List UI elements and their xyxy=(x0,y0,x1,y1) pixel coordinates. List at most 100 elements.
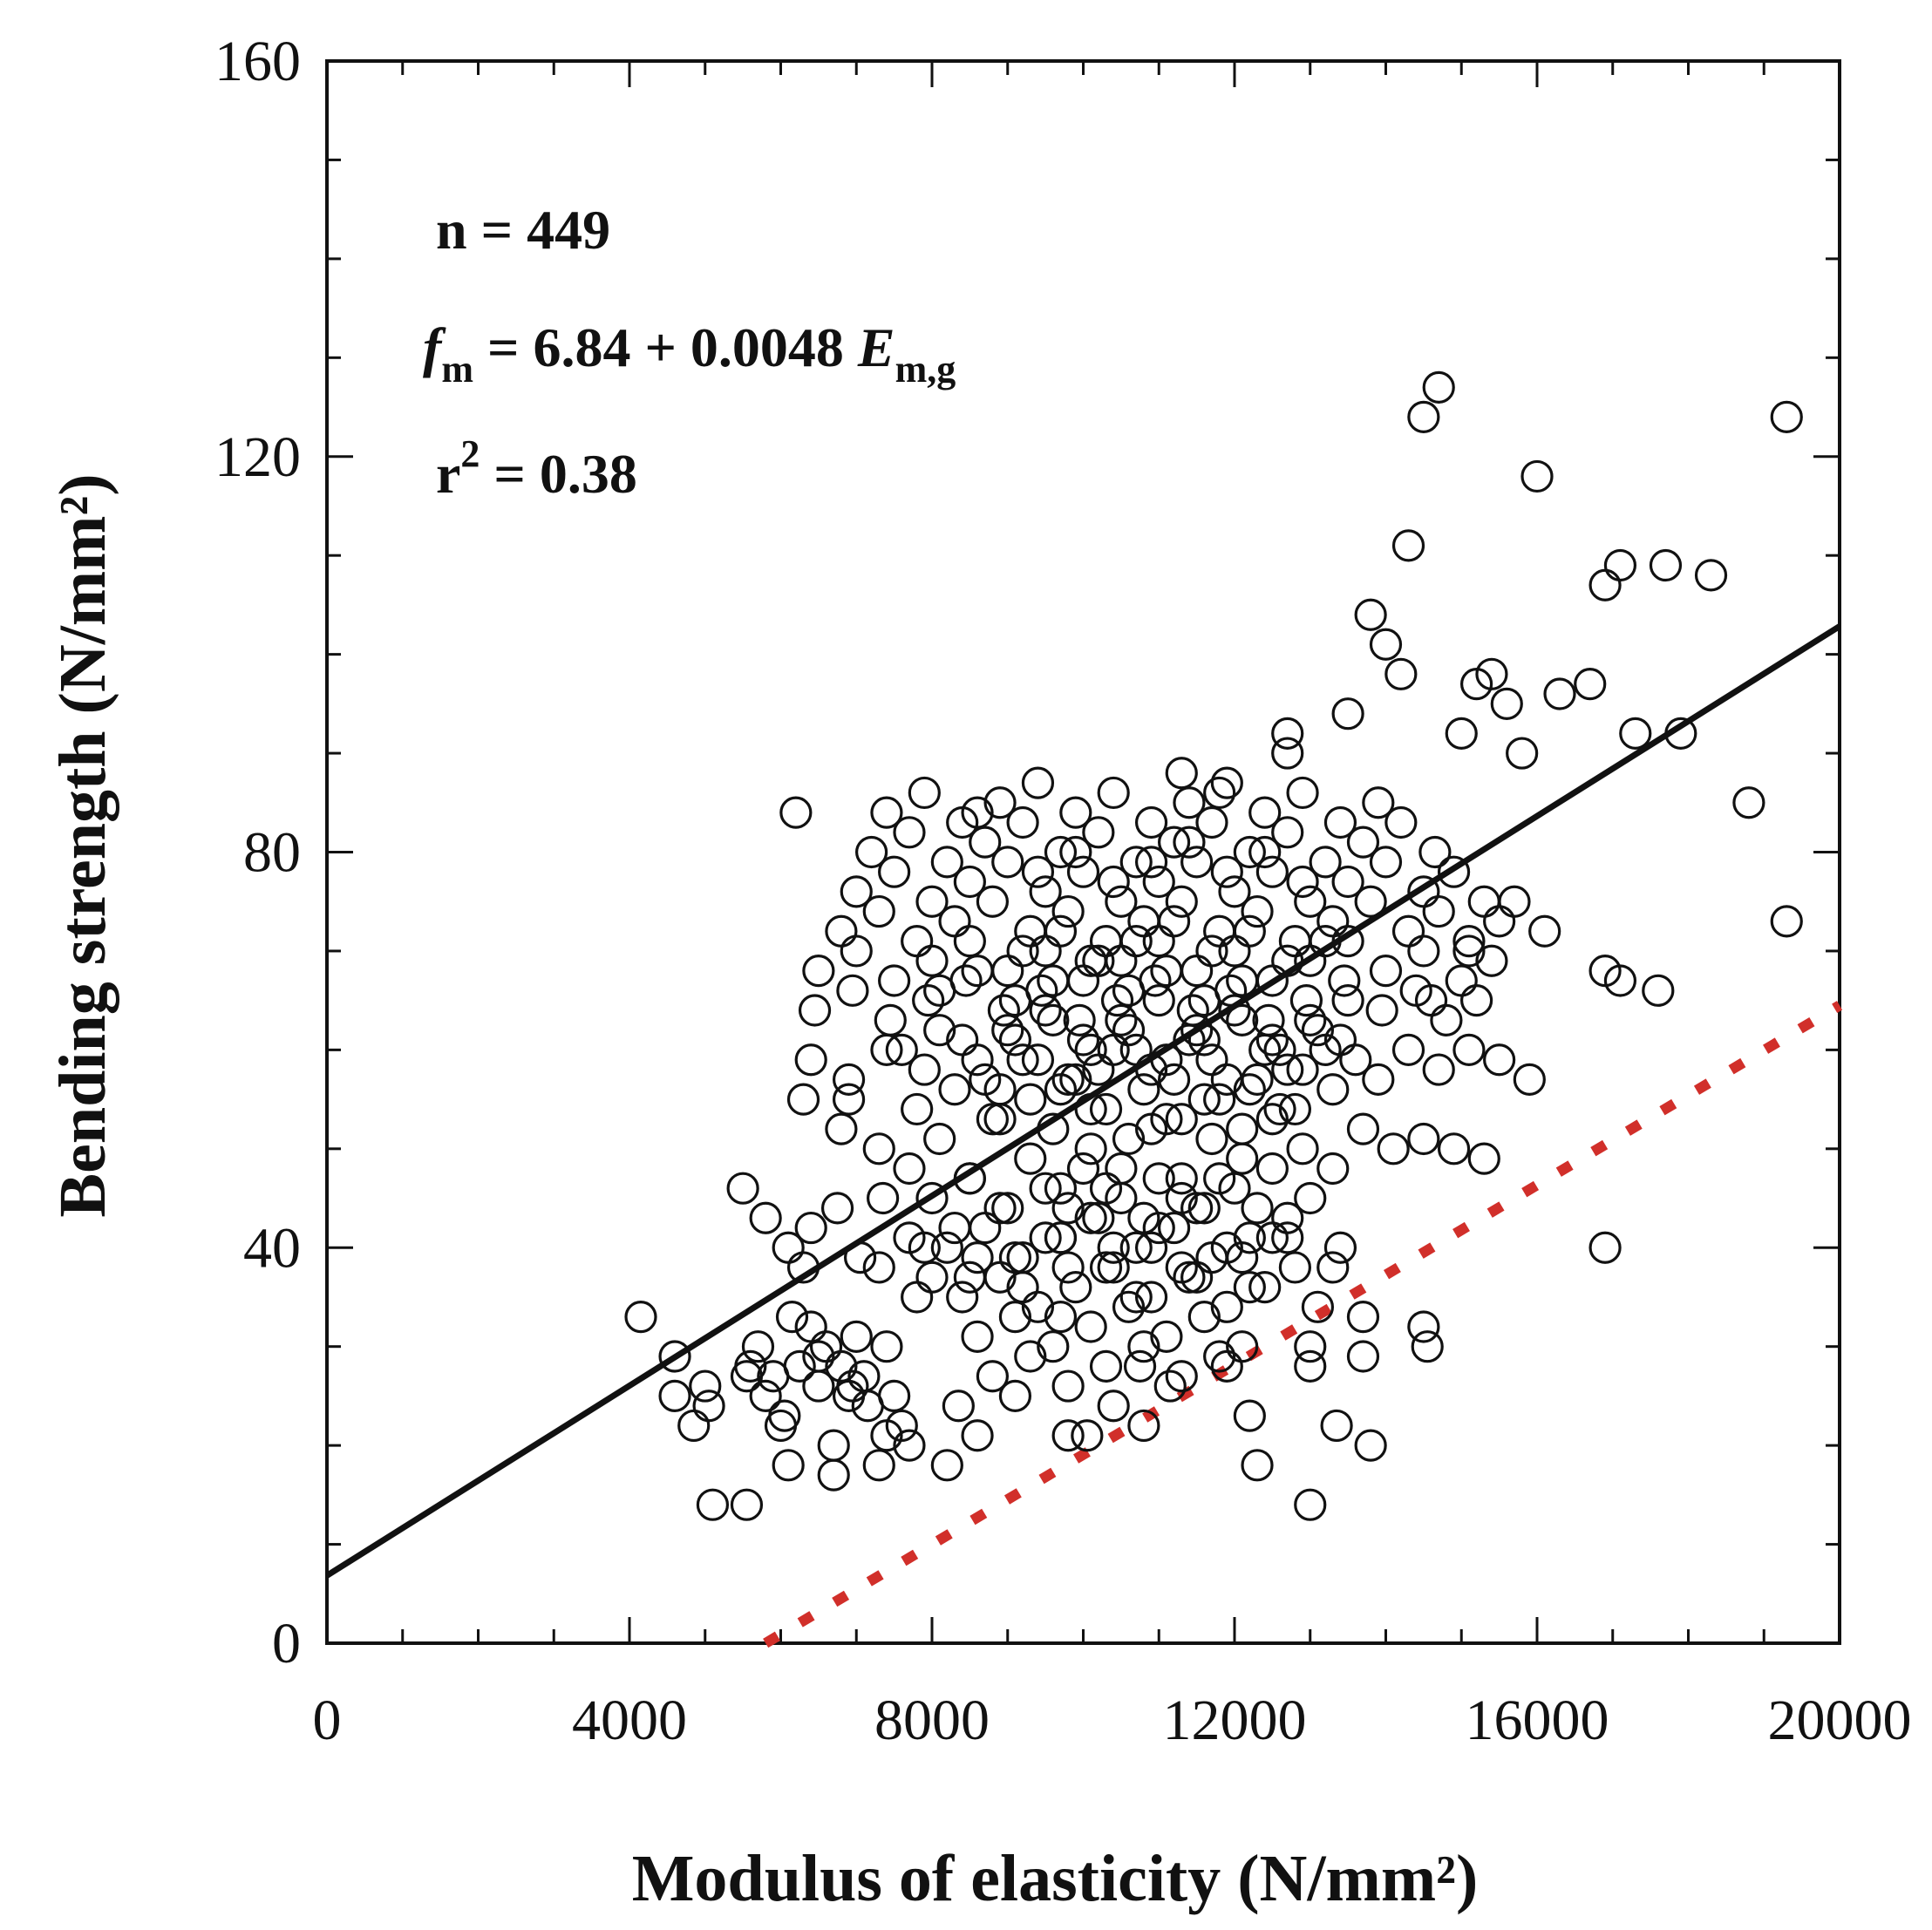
data-point xyxy=(1233,1271,1266,1304)
data-point xyxy=(1082,816,1115,849)
r2-val: = 0.38 xyxy=(480,443,636,505)
y-axis-title: Bending strength (N/mm²) xyxy=(46,473,119,1217)
x-tick-label: 20000 xyxy=(1768,1689,1912,1752)
data-point xyxy=(915,944,949,977)
data-points xyxy=(624,370,1803,1521)
data-point xyxy=(1369,846,1403,879)
data-point xyxy=(1430,1003,1463,1036)
data-point xyxy=(1286,776,1319,810)
data-point xyxy=(1210,1349,1243,1383)
data-point xyxy=(1037,964,1070,997)
data-point xyxy=(878,855,911,888)
data-point xyxy=(1248,835,1282,869)
data-point xyxy=(1006,934,1039,968)
data-point xyxy=(1195,1043,1228,1077)
data-point xyxy=(1021,1043,1055,1077)
data-point xyxy=(1051,1251,1085,1284)
data-point xyxy=(1331,865,1364,899)
data-point xyxy=(1278,924,1312,958)
data-point xyxy=(1255,1103,1289,1136)
data-point xyxy=(1006,805,1039,839)
data-point xyxy=(1278,1251,1312,1284)
data-point xyxy=(1037,1330,1070,1363)
data-point xyxy=(915,1261,949,1294)
data-point xyxy=(1089,1349,1123,1383)
data-point xyxy=(1082,944,1115,977)
x-tick-labels: 0 4000 8000 12000 16000 20000 xyxy=(313,1689,1912,1752)
data-point xyxy=(1452,924,1486,958)
data-point xyxy=(1588,568,1622,601)
data-point xyxy=(1362,1063,1395,1097)
data-point xyxy=(1165,757,1198,790)
data-point xyxy=(930,1449,963,1482)
y-axis-label: Bending strength xyxy=(46,731,119,1217)
data-point xyxy=(1241,1449,1274,1482)
data-point xyxy=(1233,1073,1266,1106)
data-point xyxy=(991,1014,1024,1047)
data-point xyxy=(1248,796,1282,829)
data-point xyxy=(867,1181,900,1215)
data-point xyxy=(1391,529,1425,562)
data-point xyxy=(1483,1043,1516,1077)
data-point xyxy=(1029,1221,1062,1254)
data-point xyxy=(862,1251,895,1284)
data-point xyxy=(1051,894,1085,928)
data-point xyxy=(1328,964,1361,997)
data-point xyxy=(969,1063,1002,1097)
data-point xyxy=(783,1349,816,1383)
data-point xyxy=(1286,1053,1319,1086)
data-point xyxy=(1195,934,1228,968)
data-point xyxy=(953,865,986,899)
data-point xyxy=(825,1112,858,1145)
data-point xyxy=(1255,855,1289,888)
data-point xyxy=(1176,994,1209,1027)
data-point xyxy=(1063,1003,1096,1036)
data-point xyxy=(1127,1409,1160,1443)
data-point xyxy=(1066,855,1100,888)
data-point xyxy=(1014,1083,1047,1116)
data-point xyxy=(1074,944,1107,977)
data-point xyxy=(1391,914,1425,948)
data-point xyxy=(991,955,1024,988)
data-point xyxy=(1226,1003,1259,1036)
data-point xyxy=(923,1014,956,1047)
data-point xyxy=(741,1330,775,1363)
data-point xyxy=(832,1063,866,1097)
data-point xyxy=(696,1488,730,1521)
data-point xyxy=(983,786,1017,819)
data-point xyxy=(802,1340,835,1373)
data-point xyxy=(1066,1152,1100,1186)
data-point xyxy=(1414,984,1448,1017)
data-point xyxy=(1391,1033,1425,1066)
data-point xyxy=(798,994,832,1027)
data-point xyxy=(969,1211,1002,1245)
data-point xyxy=(1278,1092,1312,1126)
data-point xyxy=(1490,687,1523,720)
eq-E-sub: m,g xyxy=(895,348,956,391)
data-point xyxy=(1346,1340,1380,1373)
axis-ticks xyxy=(325,59,1841,1645)
data-point xyxy=(938,1211,971,1245)
data-point xyxy=(1574,668,1607,701)
data-point xyxy=(885,1033,918,1066)
data-point xyxy=(1286,865,1319,899)
data-point xyxy=(779,796,813,829)
data-point xyxy=(1271,737,1304,770)
data-point xyxy=(1603,548,1637,582)
data-point xyxy=(998,1301,1032,1334)
data-point xyxy=(1157,1063,1191,1097)
data-point xyxy=(1044,835,1078,869)
data-point xyxy=(1173,1261,1206,1294)
data-point xyxy=(961,1419,994,1452)
data-point xyxy=(893,1429,926,1462)
r2-r: r xyxy=(436,443,460,505)
data-point xyxy=(1066,1023,1100,1057)
data-point xyxy=(1255,1023,1289,1057)
x-tick-label: 12000 xyxy=(1163,1689,1307,1752)
data-point xyxy=(1233,1399,1266,1432)
data-point xyxy=(1346,1301,1380,1334)
data-point xyxy=(953,1261,986,1294)
data-point xyxy=(1543,677,1576,710)
data-point xyxy=(1770,905,1803,938)
